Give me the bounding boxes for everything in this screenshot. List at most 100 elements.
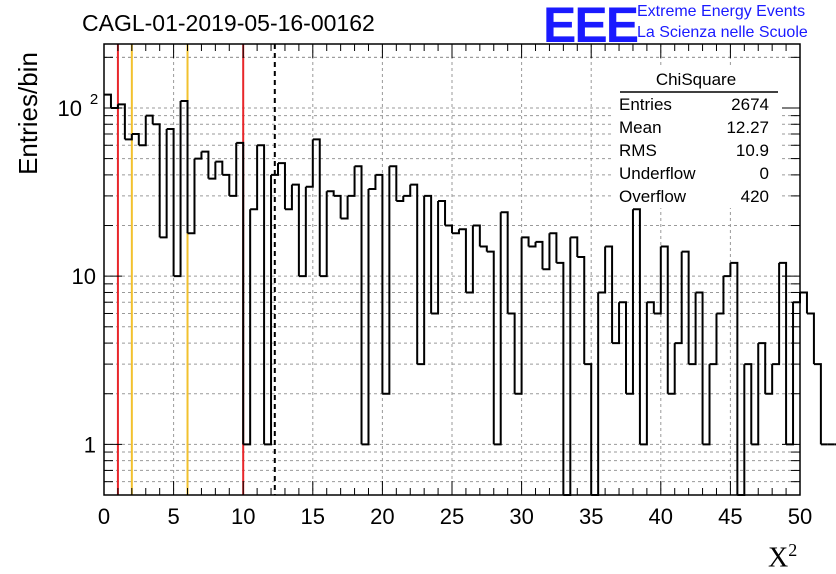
histogram-bin xyxy=(486,250,495,445)
stats-box-title: ChiSquare xyxy=(656,70,736,89)
histogram-bin xyxy=(264,174,273,446)
y-tick-label: 10 xyxy=(58,96,82,121)
logo-caption-line1: Extreme Energy Events xyxy=(637,3,806,20)
histogram-bin xyxy=(458,228,467,293)
histogram-bin xyxy=(632,208,641,445)
histogram-bin xyxy=(319,191,328,278)
histogram-bin xyxy=(514,237,523,395)
histogram-bin xyxy=(612,302,621,345)
histogram-bin xyxy=(528,241,537,248)
x-tick-label: 40 xyxy=(649,504,673,529)
stats-row-label: Entries xyxy=(619,95,672,114)
histogram-bin xyxy=(222,173,231,196)
histogram-bin xyxy=(145,114,154,125)
histogram-bin xyxy=(424,194,433,314)
x-tick-label: 5 xyxy=(167,504,179,529)
x-tick-label: 50 xyxy=(788,504,812,529)
histogram-bin xyxy=(208,161,217,180)
histogram-bin xyxy=(500,211,509,314)
x-tick-label: 0 xyxy=(98,504,110,529)
histogram-bin xyxy=(312,138,321,277)
x-tick-label: 15 xyxy=(301,504,325,529)
histogram-bin xyxy=(298,186,307,278)
stats-row-value: 12.27 xyxy=(726,118,769,137)
histogram-bin xyxy=(104,93,112,108)
histogram-bin xyxy=(549,232,558,263)
histogram-bin xyxy=(382,166,391,395)
histogram-bin xyxy=(333,194,342,219)
histogram-bin xyxy=(507,312,516,394)
histogram-bin xyxy=(243,209,252,446)
histogram-bin xyxy=(472,224,481,247)
histogram-bin xyxy=(556,261,565,495)
histogram-bin xyxy=(688,292,697,366)
histogram-bin xyxy=(250,145,259,211)
logo-caption-line2: La Scienza nelle Scuole xyxy=(637,24,808,41)
histogram-bin xyxy=(646,301,655,314)
histogram-bin xyxy=(493,212,502,446)
histogram-bin xyxy=(445,224,453,234)
histogram-bin xyxy=(305,139,314,188)
histogram-bin xyxy=(813,363,822,445)
histogram-bin xyxy=(236,141,245,445)
histogram-bin xyxy=(284,184,293,211)
stats-row-label: Overflow xyxy=(619,187,687,206)
histogram-bin xyxy=(577,255,586,365)
histogram-bin xyxy=(667,343,676,395)
histogram-bin xyxy=(800,291,808,314)
histogram-bin xyxy=(793,292,801,304)
histogram-bin xyxy=(716,276,725,315)
histogram-bin xyxy=(695,291,704,445)
x-tick-label: 25 xyxy=(440,504,464,529)
histogram-bin xyxy=(215,160,224,175)
histogram-bin xyxy=(653,246,662,315)
x-tick-label: 35 xyxy=(579,504,603,529)
histogram-bin xyxy=(431,200,440,315)
histogram-bin xyxy=(702,364,711,446)
histogram-bin xyxy=(626,209,634,395)
histogram-bin xyxy=(751,343,760,446)
histogram-bin xyxy=(138,115,147,147)
histogram-bin xyxy=(709,313,718,366)
histogram-bin xyxy=(730,261,739,495)
histogram-bin xyxy=(326,190,335,196)
histogram-bin xyxy=(681,250,690,365)
histogram-bin xyxy=(786,302,795,446)
histogram-bin xyxy=(124,134,133,141)
histogram-bin xyxy=(598,246,607,294)
axes: 0 5 10 15 20 25 30 35 40 45 50 1 10 10 2 xyxy=(58,43,812,529)
x-axis-label-superscript: 2 xyxy=(788,540,798,560)
histogram-bin xyxy=(744,363,753,445)
histogram-bin xyxy=(389,165,398,201)
histogram-bin xyxy=(194,151,203,160)
histogram-bin xyxy=(117,103,126,140)
histogram-bin xyxy=(465,225,474,294)
histogram-bin xyxy=(779,261,788,445)
histogram-bin xyxy=(152,123,161,238)
histogram-bin xyxy=(723,262,732,278)
stats-row-value: 0 xyxy=(760,164,769,183)
stats-row-label: Underflow xyxy=(619,164,696,183)
stats-row-label: Mean xyxy=(619,118,662,137)
histogram-bin xyxy=(438,199,447,226)
chart-title: CAGL-01-2019-05-16-00162 xyxy=(82,10,375,36)
histogram-bin xyxy=(758,342,767,394)
histogram-bin xyxy=(452,229,460,235)
x-tick-label: 10 xyxy=(231,504,255,529)
histogram-bin xyxy=(340,195,349,220)
histogram-bin xyxy=(479,245,488,252)
stats-row-label: RMS xyxy=(619,141,657,160)
histogram-bin xyxy=(396,195,405,202)
histogram-bin xyxy=(159,128,168,239)
histogram-bin xyxy=(173,100,182,278)
stats-row-value: 2674 xyxy=(731,95,769,114)
stats-row-value: 10.9 xyxy=(736,141,769,160)
eee-logo: EEE xyxy=(543,0,639,53)
histogram-bin xyxy=(660,245,669,394)
histogram-bin xyxy=(347,166,356,197)
stats-row-value: 420 xyxy=(741,187,769,206)
histogram-bin xyxy=(201,150,210,179)
marker-lines xyxy=(116,44,276,495)
x-tick-label: 20 xyxy=(370,504,394,529)
histogram-bin xyxy=(410,183,419,365)
